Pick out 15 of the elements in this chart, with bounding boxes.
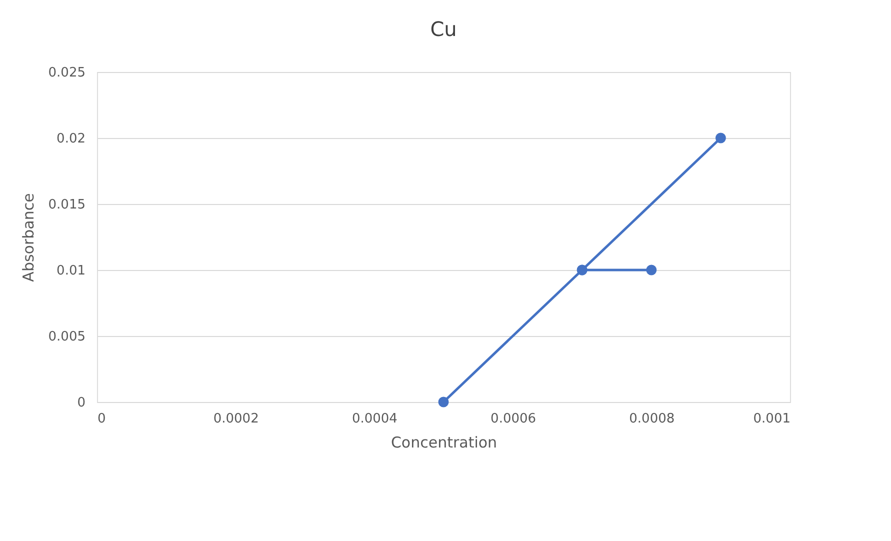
y-tick-label: 0	[77, 396, 86, 410]
x-tick-label: 0.0002	[213, 412, 259, 426]
y-tick-label: 0.01	[56, 264, 86, 278]
x-tick-label: 0.0004	[352, 412, 398, 426]
x-axis-title: Concentration	[390, 434, 498, 452]
y-tick-label: 0.02	[56, 132, 86, 146]
x-tick-label: 0	[98, 412, 106, 426]
chart-title: Cu	[430, 17, 457, 41]
y-tick-label: 0.025	[48, 66, 86, 80]
x-tick-label: 0.001	[753, 412, 790, 426]
y-tick-label: 0.015	[48, 198, 86, 212]
y-tick-label: 0.005	[48, 330, 86, 344]
x-tick-label: 0.0008	[629, 412, 675, 426]
x-tick-label: 0.0006	[490, 412, 536, 426]
y-axis-title: Absorbance	[19, 193, 38, 282]
